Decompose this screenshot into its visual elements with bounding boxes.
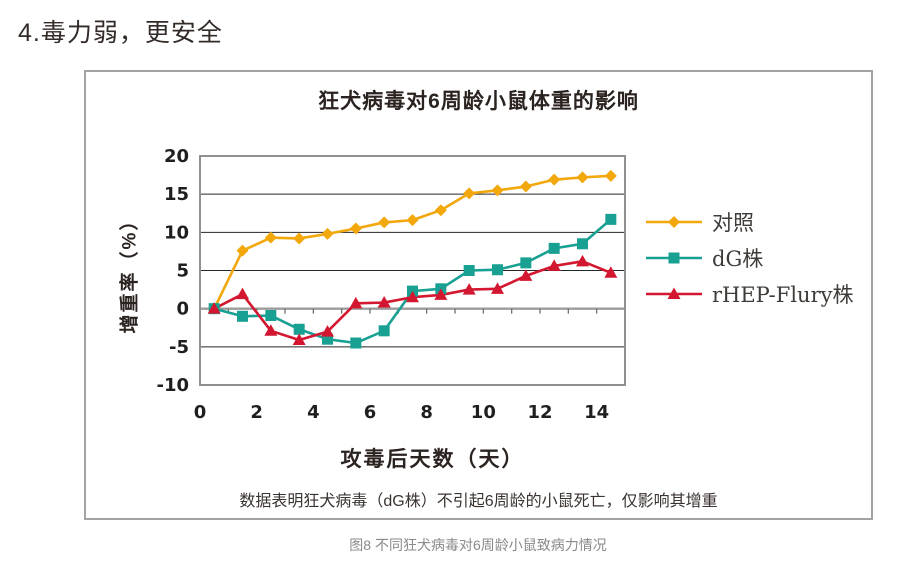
data-point-diamond bbox=[463, 187, 476, 200]
data-point-triangle bbox=[406, 290, 419, 303]
data-point-square bbox=[350, 337, 362, 349]
chart-card: 狂犬病毒对6周龄小鼠体重的影响 20 15 10 5 0 -5 -10 0 2 4 6 8 10 12 14… bbox=[84, 70, 873, 520]
data-point-square bbox=[520, 257, 532, 269]
data-point-triangle bbox=[207, 302, 221, 314]
data-point-triangle bbox=[491, 282, 504, 294]
data-point-triangle bbox=[547, 259, 561, 271]
data-point-diamond bbox=[576, 171, 589, 184]
data-point-triangle bbox=[321, 325, 334, 337]
x-axis-title: 攻毒后天数（天） bbox=[340, 448, 525, 471]
legend-label: rHEP-Flury株 bbox=[712, 282, 854, 307]
data-point-square bbox=[265, 310, 277, 322]
y-tick-label: -5 bbox=[169, 337, 189, 358]
plot-border bbox=[199, 155, 626, 386]
data-point-triangle bbox=[434, 288, 448, 300]
data-point-triangle bbox=[236, 287, 249, 300]
legend-label: 对照 bbox=[712, 210, 754, 235]
data-point-triangle bbox=[264, 324, 278, 336]
figure-caption: 图8 不同狂犬病毒对6周龄小鼠致病力情况 bbox=[349, 537, 607, 553]
legend-item-0: 对照 bbox=[646, 210, 853, 235]
data-point-triangle bbox=[519, 269, 533, 281]
data-point-diamond bbox=[236, 244, 249, 257]
x-tick-label: 2 bbox=[250, 402, 263, 423]
x-tick-label: 4 bbox=[307, 402, 320, 423]
data-point-square bbox=[492, 264, 503, 276]
legend-label: dG株 bbox=[712, 246, 764, 271]
data-point-square bbox=[378, 325, 390, 337]
square-marker-icon bbox=[646, 252, 702, 263]
y-tick-label: 5 bbox=[176, 261, 189, 282]
diamond-marker-icon bbox=[646, 215, 702, 228]
legend-item-2: rHEP-Flury株 bbox=[646, 282, 853, 307]
x-tick-label: 10 bbox=[471, 402, 496, 423]
data-point-square bbox=[463, 265, 475, 276]
triangle-marker-icon bbox=[646, 287, 702, 299]
data-point-triangle bbox=[377, 296, 391, 308]
data-point-triangle bbox=[292, 333, 306, 345]
chart-legend: 对照 dG株 rHEP-Flury株 bbox=[646, 210, 853, 307]
data-point-square bbox=[577, 238, 588, 250]
data-point-diamond bbox=[293, 232, 306, 245]
x-tick-label: 0 bbox=[194, 402, 207, 423]
x-tick-label: 8 bbox=[420, 402, 433, 423]
data-point-square bbox=[322, 333, 333, 345]
data-point-diamond bbox=[378, 216, 391, 229]
x-tick-label: 14 bbox=[584, 402, 609, 423]
x-tick-label: 12 bbox=[527, 402, 552, 423]
data-point-diamond bbox=[321, 227, 334, 240]
data-point-square bbox=[548, 242, 560, 254]
data-point-diamond bbox=[548, 173, 561, 186]
data-point-diamond bbox=[349, 222, 362, 235]
data-point-diamond bbox=[519, 180, 532, 193]
x-tick-label: 6 bbox=[364, 402, 377, 423]
data-point-triangle bbox=[462, 283, 476, 295]
y-tick-label: 15 bbox=[164, 184, 189, 205]
data-point-triangle bbox=[604, 266, 618, 278]
data-point-square bbox=[293, 323, 305, 335]
data-point-diamond bbox=[434, 204, 447, 217]
data-point-triangle bbox=[576, 254, 589, 267]
y-tick-label: -10 bbox=[156, 375, 189, 396]
chart-title: 狂犬病毒对6周龄小鼠体重的影响 bbox=[318, 90, 639, 113]
chart-note: 数据表明狂犬病毒（dG株）不引起6周龄的小鼠死亡，仅影响其增重 bbox=[239, 493, 718, 510]
legend-item-1: dG株 bbox=[646, 246, 853, 271]
y-tick-label: 10 bbox=[164, 222, 189, 243]
data-point-diamond bbox=[264, 231, 277, 244]
data-point-square bbox=[237, 310, 248, 322]
data-point-square bbox=[605, 213, 617, 225]
data-point-diamond bbox=[491, 184, 504, 197]
y-axis-title: 增重率（%） bbox=[119, 209, 141, 334]
data-point-diamond bbox=[406, 214, 419, 227]
data-point-triangle bbox=[349, 296, 363, 309]
y-tick-label: 0 bbox=[176, 299, 189, 320]
y-tick-label: 20 bbox=[164, 146, 189, 167]
page-title: 4.毒力弱，更安全 bbox=[18, 19, 223, 47]
data-point-diamond bbox=[604, 169, 617, 182]
